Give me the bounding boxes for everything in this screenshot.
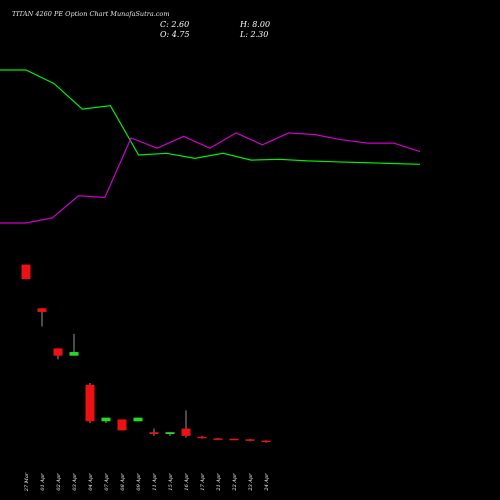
x-tick-label: 03 Apr <box>72 473 78 491</box>
chart-title: TITAN 4260 PE Option Chart MunafaSutra.c… <box>12 10 170 18</box>
x-tick-label: 21 Apr <box>216 473 222 492</box>
candle-body <box>133 417 143 422</box>
x-tick-label: 27 Mar <box>24 472 30 492</box>
candle-body <box>21 264 31 280</box>
candle-body <box>197 436 207 439</box>
candle <box>245 438 255 442</box>
candle-body <box>165 432 175 435</box>
x-axis-ticks: 27 Mar 01 Apr 02 Apr 03 Apr 04 Apr 07 Apr 08 A… <box>24 472 270 492</box>
x-tick-label: 01 Apr <box>40 473 46 491</box>
candle-body <box>213 438 223 440</box>
x-tick-label: 08 Apr <box>120 473 126 491</box>
candle <box>69 333 79 356</box>
candle-body <box>181 428 191 436</box>
x-tick-label: 17 Apr <box>200 473 206 491</box>
candle <box>165 432 175 436</box>
candles <box>21 264 271 443</box>
candle <box>229 438 239 441</box>
x-tick-label: 22 Apr <box>232 473 238 492</box>
candle-body <box>149 432 159 435</box>
candle-body <box>53 348 63 356</box>
candle <box>53 348 63 360</box>
candle-body <box>85 384 95 422</box>
candle <box>37 308 47 327</box>
high-value: H: 8.00 <box>240 20 271 29</box>
candle <box>149 428 159 436</box>
indicator-lines <box>0 69 421 224</box>
candle-body <box>229 438 239 441</box>
close-value: C: 2.60 <box>160 20 190 29</box>
indicator-line-green <box>0 69 421 165</box>
x-tick-label: 09 Apr <box>136 473 142 491</box>
indicator-line-magenta <box>0 132 421 224</box>
x-tick-label: 23 Apr <box>248 473 254 492</box>
candle-body <box>37 308 47 312</box>
x-tick-label: 11 Apr <box>152 473 158 491</box>
candle <box>197 435 207 439</box>
candle-body <box>117 419 127 431</box>
candle <box>181 410 191 438</box>
x-tick-label: 16 Apr <box>184 473 190 491</box>
candle <box>21 264 31 280</box>
candle <box>213 438 223 440</box>
x-tick-label: 15 Apr <box>168 473 174 491</box>
candle-body <box>69 352 79 356</box>
candle <box>133 417 143 422</box>
x-tick-label: 24 Apr <box>264 473 270 492</box>
open-value: O: 4.75 <box>160 30 190 39</box>
low-value: L: 2.30 <box>240 30 269 39</box>
candle-body <box>101 417 111 422</box>
x-tick-label: 07 Apr <box>104 473 110 491</box>
x-tick-label: 04 Apr <box>88 473 94 491</box>
candle <box>101 417 111 424</box>
candle-body <box>245 439 255 441</box>
candle <box>85 383 95 424</box>
candle <box>261 440 271 443</box>
candle <box>117 419 127 431</box>
x-tick-label: 02 Apr <box>56 473 62 491</box>
candle-body <box>261 440 271 443</box>
